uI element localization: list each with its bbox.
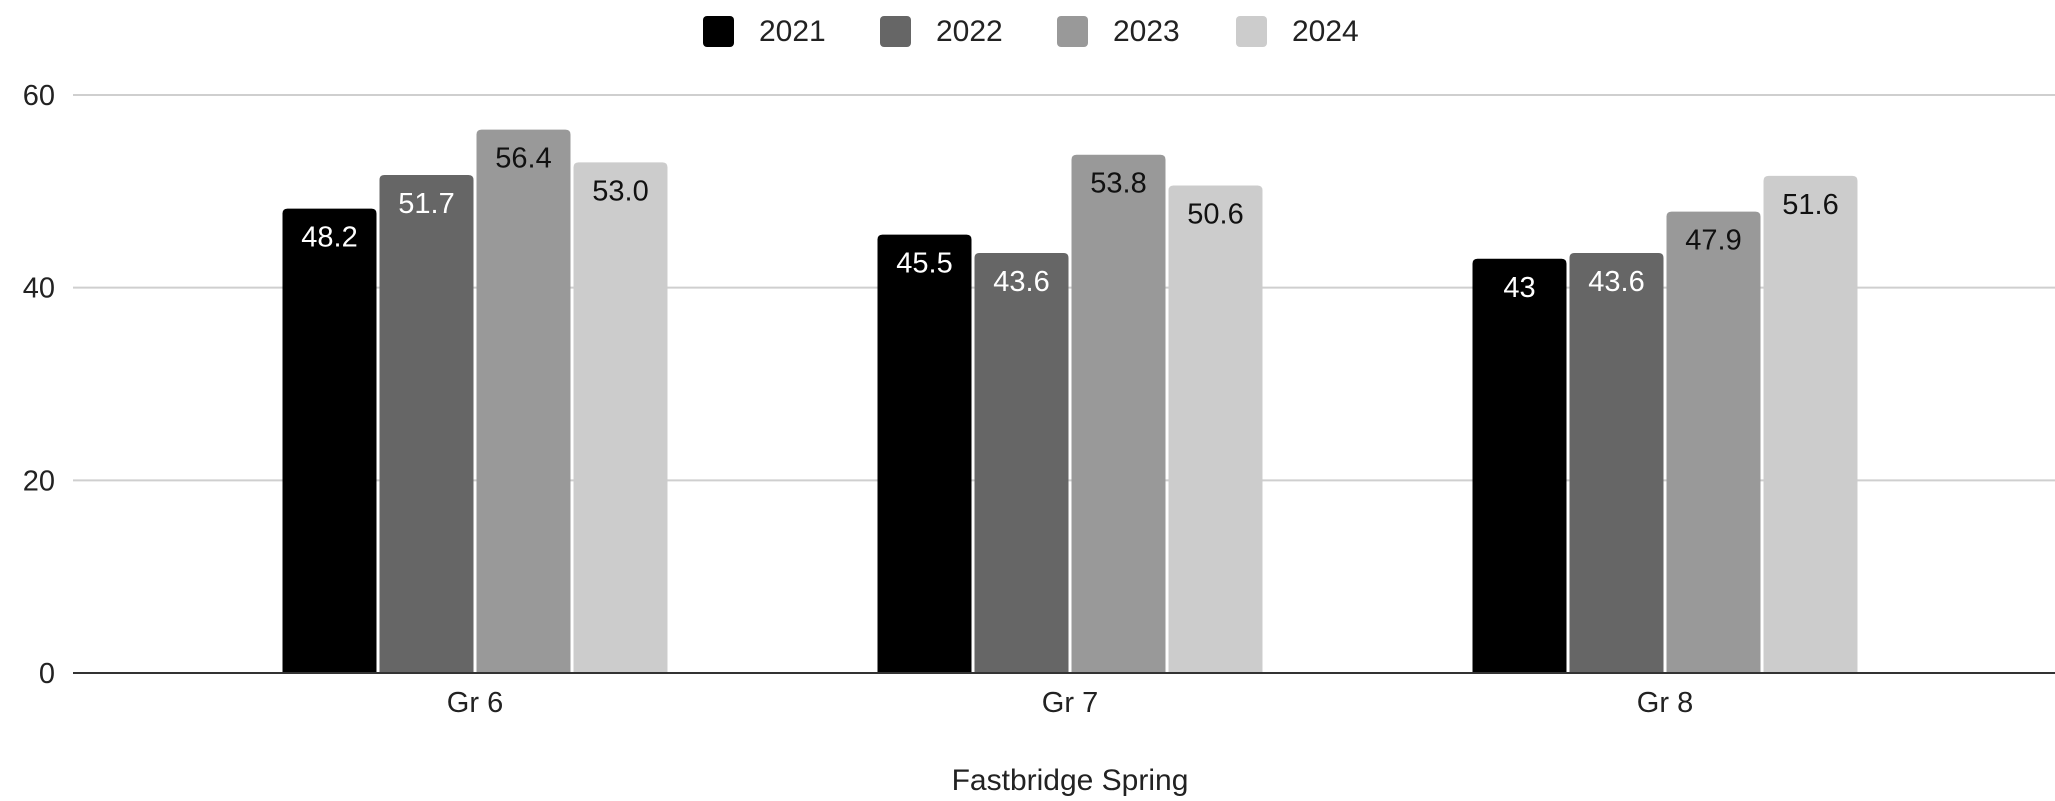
legend-label: 2023 [1113,15,1180,48]
data-label: 43 [1503,272,1535,304]
legend-item-2024: 2024 [1236,15,1359,48]
data-label: 53.8 [1090,168,1146,200]
bar-2022-gr-8 [1569,252,1664,673]
legend-swatch [880,16,911,47]
legend-item-2022: 2022 [880,15,1003,48]
legend-item-2023: 2023 [1057,15,1180,48]
y-tick-label: 0 [39,658,55,690]
data-label: 45.5 [896,248,952,280]
legend-label: 2024 [1292,15,1359,48]
bar-2021-gr-6 [282,208,377,673]
bar-2024-gr-7 [1168,185,1263,673]
bar-2022-gr-7 [974,252,1069,673]
bar-2024-gr-6 [573,162,668,673]
y-axis-ticks: 0 20 40 60 [23,80,55,690]
legend-label: 2021 [759,15,826,48]
data-label: 47.9 [1685,225,1741,257]
y-tick-label: 40 [23,273,55,305]
data-label: 53.0 [592,175,648,207]
legend: 2021 2022 2023 2024 [703,15,1359,48]
data-label: 43.6 [993,266,1049,298]
bar-2021-gr-8 [1472,258,1567,673]
data-labels: 48.2 51.7 56.4 53.0 45.5 43.6 53.8 50.6 43 43.6 47… [301,143,1838,304]
x-axis-categories: Gr 6 Gr 7 Gr 8 [447,687,1693,719]
bar-2023-gr-7 [1071,154,1166,673]
data-label: 51.7 [398,188,454,220]
bars [282,129,1858,674]
legend-label: 2022 [936,15,1003,48]
y-tick-label: 60 [23,80,55,112]
bar-2023-gr-6 [476,129,571,673]
legend-swatch [1236,16,1267,47]
x-category-label: Gr 7 [1042,687,1098,719]
data-label: 51.6 [1782,189,1838,221]
bar-2022-gr-6 [379,174,474,673]
data-label: 43.6 [1588,266,1644,298]
y-tick-label: 20 [23,465,55,497]
legend-item-2021: 2021 [703,15,826,48]
x-category-label: Gr 8 [1637,687,1693,719]
bar-2024-gr-8 [1763,175,1858,674]
data-label: 50.6 [1187,199,1243,231]
legend-swatch [703,16,734,47]
data-label: 56.4 [495,143,551,175]
data-label: 48.2 [301,222,357,254]
bar-2021-gr-7 [877,234,972,673]
bar-2023-gr-8 [1666,211,1761,673]
x-category-label: Gr 6 [447,687,503,719]
legend-swatch [1057,16,1088,47]
x-axis-title: Fastbridge Spring [952,764,1189,797]
